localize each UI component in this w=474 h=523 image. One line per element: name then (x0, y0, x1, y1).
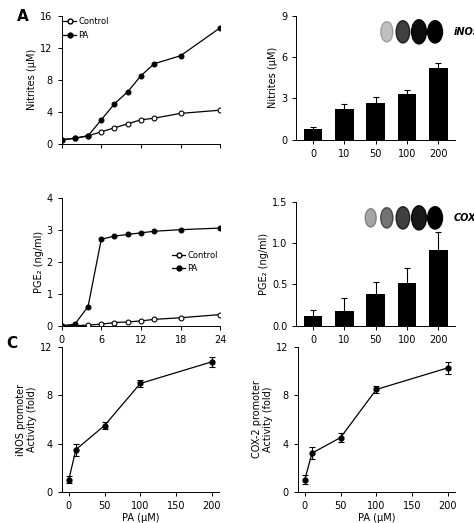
Bar (429, 249, 448, 326)
Bar (366, 294, 385, 326)
X-axis label: PA (μM): PA (μM) (357, 514, 395, 523)
Legend: Control, PA: Control, PA (64, 17, 109, 40)
Y-axis label: iNOS promoter
Activity (fold): iNOS promoter Activity (fold) (16, 383, 37, 456)
X-axis label: Time (h): Time (h) (120, 348, 161, 358)
Bar (304, 129, 322, 140)
Y-axis label: PGE₂ (ng/ml): PGE₂ (ng/ml) (34, 231, 44, 293)
Text: A: A (17, 9, 29, 24)
X-axis label: PA (μM): PA (μM) (121, 514, 159, 523)
Y-axis label: Nitrites (μM): Nitrites (μM) (268, 47, 278, 108)
Bar (335, 311, 354, 326)
Legend: Control, PA: Control, PA (172, 251, 218, 273)
Y-axis label: PGE₂ (ng/ml): PGE₂ (ng/ml) (259, 233, 269, 295)
Bar (429, 68, 448, 140)
Bar (398, 283, 417, 326)
Bar (366, 103, 385, 140)
Y-axis label: Nitrites (μM): Nitrites (μM) (27, 49, 37, 110)
Bar (304, 316, 322, 326)
X-axis label: PA (μM): PA (μM) (357, 348, 394, 358)
Bar (398, 94, 417, 140)
Y-axis label: COX-2 promoter
Activity (fold): COX-2 promoter Activity (fold) (252, 381, 273, 459)
Text: C: C (7, 336, 18, 351)
Bar (335, 109, 354, 140)
